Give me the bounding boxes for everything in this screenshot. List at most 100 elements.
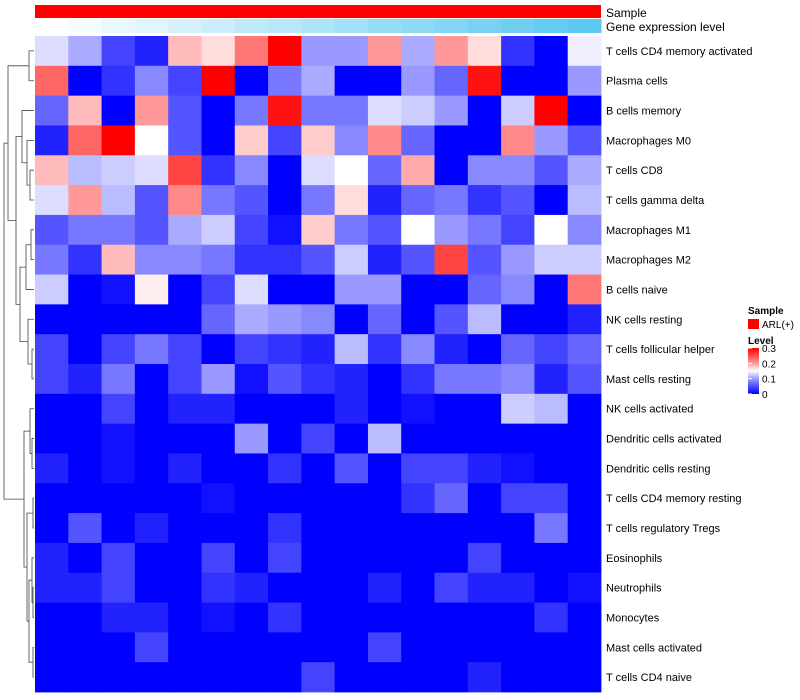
expression-annotation-cell [301,19,336,33]
heatmap-cell [134,632,169,663]
heatmap-cell [234,95,269,126]
heatmap-cell [567,125,602,156]
heatmap-cell [134,542,169,574]
heatmap-cell [234,155,269,186]
heatmap-cell [201,95,236,126]
row-labels: T cells CD4 memory activated Plasma cells… [606,46,753,684]
row-label: T cells CD8 [606,165,663,177]
heatmap-cell [101,483,136,514]
heatmap-cell [201,214,236,246]
heatmap-cell [301,185,336,216]
row-label: Neutrophils [606,583,662,595]
heatmap-cell [534,453,569,484]
heatmap-cell [234,542,269,574]
heatmap-cell [401,423,435,454]
heatmap-cell [168,483,202,514]
heatmap-cell [567,572,602,603]
heatmap-cell [68,125,102,156]
row-label: Dendritic cells resting [606,463,711,475]
heatmap-cell [35,423,69,454]
heatmap-cell [268,95,302,126]
heatmap-cell [301,513,336,544]
heatmap-cell [467,662,502,693]
heatmap-cell [467,214,502,246]
heatmap-cell [301,423,336,454]
heatmap-cell [268,513,302,544]
heatmap-cell [134,214,169,246]
heatmap-cell [367,155,402,186]
heatmap-cell [35,334,69,365]
heatmap-cell [534,662,569,693]
heatmap-cell [301,125,336,156]
heatmap-cell [501,632,535,663]
heatmap-cell [434,483,469,514]
legend-level-gradient [748,348,759,394]
heatmap-cell [68,453,102,484]
row-label: T cells gamma delta [606,195,705,207]
heatmap-cell [35,65,69,97]
heatmap-cell [534,364,569,395]
heatmap-cell [68,393,102,425]
heatmap-cell [301,602,336,633]
heatmap-cell [268,125,302,156]
heatmap-cell [134,453,169,484]
heatmap-cell [268,155,302,186]
heatmap-cell [401,602,435,633]
heatmap-cell [467,244,502,275]
heatmap-cell [101,423,136,454]
heatmap-cell [501,65,535,97]
heatmap-cell [168,602,202,633]
row-label: Eosinophils [606,553,663,565]
heatmap-cell [168,632,202,663]
heatmap-cell [434,572,469,603]
heatmap-cell [268,602,302,633]
heatmap-cell [534,513,569,544]
heatmap-cell [434,95,469,126]
row-label: T cells CD4 memory activated [606,46,753,58]
heatmap-cell [501,95,535,126]
legend-sample-swatch [748,319,759,329]
heatmap-cell [567,274,602,305]
heatmap-cell [35,602,69,633]
heatmap-cell [534,602,569,633]
heatmap-cell [367,542,402,574]
heatmap-cell [134,244,169,275]
sample-annotation-bar [35,5,601,18]
heatmap-cell [367,483,402,514]
row-label: Macrophages M1 [606,225,691,237]
heatmap-cell [467,542,502,574]
heatmap-cell [234,364,269,395]
heatmap-cell [567,155,602,186]
heatmap-cell [168,513,202,544]
heatmap-cell [168,572,202,603]
heatmap-cell [567,364,602,395]
heatmap-cell [367,662,402,693]
heatmap-cell [567,632,602,663]
heatmap-cell [268,244,302,275]
heatmap-cell [234,125,269,156]
heatmap-cell [35,155,69,186]
heatmap-cell [501,662,535,693]
heatmap-cell [367,36,402,67]
heatmap-cell [334,423,369,454]
heatmap-cell [134,304,169,335]
heatmap-cell [567,244,602,275]
heatmap-cell [467,453,502,484]
heatmap-cell [367,274,402,305]
heatmap-cell [268,214,302,246]
heatmap-cell [134,155,169,186]
heatmap-cell [68,304,102,335]
heatmap-cell [334,65,369,97]
heatmap-cell [567,95,602,126]
heatmap-cell [268,304,302,335]
heatmap-cell [201,542,236,574]
heatmap-cell [567,334,602,365]
row-label: T cells follicular helper [606,344,715,356]
heatmap-cell [134,393,169,425]
heatmap-cell [434,513,469,544]
legend-tick-label: 0.3 [762,344,776,355]
heatmap-cell [467,304,502,335]
heatmap-cell [567,542,602,574]
heatmap-cell [334,632,369,663]
heatmap-cell [68,632,102,663]
